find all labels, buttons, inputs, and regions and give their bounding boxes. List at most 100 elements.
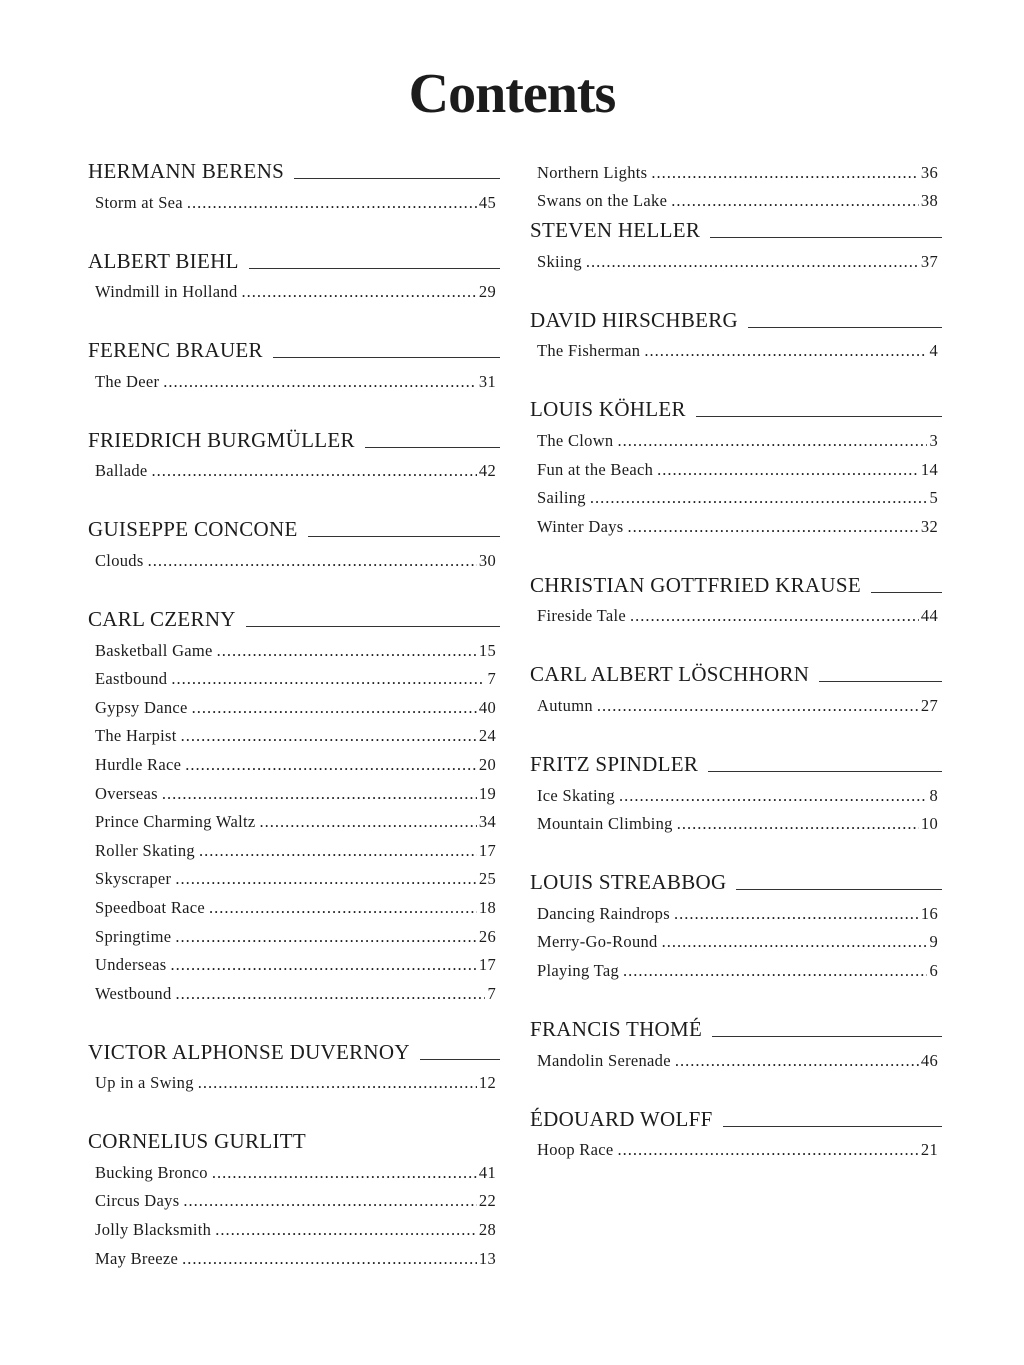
toc-entry[interactable]: Prince Charming Waltz...................… bbox=[88, 804, 500, 833]
page-number: 26 bbox=[478, 926, 496, 946]
page-number: 45 bbox=[478, 192, 496, 212]
page-number: 9 bbox=[929, 932, 938, 952]
piece-title: Roller Skating bbox=[95, 840, 195, 860]
toc-entry[interactable]: Roller Skating..........................… bbox=[88, 832, 500, 861]
composer-section: FRIEDRICH BURGMÜLLER Ballade.............… bbox=[88, 423, 500, 482]
page-number: 40 bbox=[478, 697, 496, 717]
toc-entry[interactable]: Autumn..................................… bbox=[530, 687, 942, 716]
dot-leader: ........................................… bbox=[161, 783, 477, 803]
page-number: 41 bbox=[478, 1162, 496, 1182]
toc-entry[interactable]: Ballade.................................… bbox=[88, 453, 500, 482]
toc-entry[interactable]: Gypsy Dance.............................… bbox=[88, 689, 500, 718]
page-number: 8 bbox=[929, 785, 938, 805]
piece-title: Bucking Bronco bbox=[95, 1162, 208, 1182]
composer-name: LOUIS KÖHLER bbox=[530, 397, 686, 422]
piece-title: Sailing bbox=[537, 488, 586, 508]
toc-entry[interactable]: Jolly Blacksmith........................… bbox=[88, 1211, 500, 1240]
dot-leader: ........................................… bbox=[197, 1073, 477, 1093]
piece-title: Northern Lights bbox=[537, 162, 648, 182]
dot-leader: ........................................… bbox=[163, 371, 477, 391]
toc-entry[interactable]: May Breeze..............................… bbox=[88, 1240, 500, 1269]
composer-section: GUISEPPE CONCONE Clouds..................… bbox=[88, 512, 500, 571]
composer-section: CARL CZERNY Basketball Game..............… bbox=[88, 602, 500, 1004]
page-number: 30 bbox=[478, 550, 496, 570]
toc-entry[interactable]: Windmill in Holland.....................… bbox=[88, 274, 500, 303]
dot-leader: ........................................… bbox=[676, 814, 919, 834]
piece-title: May Breeze bbox=[95, 1248, 179, 1268]
toc-entry[interactable]: Mandolin Serenade.......................… bbox=[530, 1042, 942, 1071]
piece-title: Hoop Race bbox=[537, 1140, 614, 1160]
toc-entry[interactable]: Bucking Bronco..........................… bbox=[88, 1154, 500, 1183]
dot-leader: ........................................… bbox=[175, 869, 477, 889]
toc-entry[interactable]: The Clown...............................… bbox=[530, 422, 942, 451]
toc-entry[interactable]: Hoop Race...............................… bbox=[530, 1132, 942, 1161]
composer-heading: STEVEN HELLER bbox=[530, 213, 942, 243]
piece-title: Fun at the Beach bbox=[537, 459, 654, 479]
composer-name: FRITZ SPINDLER bbox=[530, 751, 699, 776]
piece-title: The Clown bbox=[537, 430, 614, 450]
heading-rule bbox=[245, 625, 500, 627]
dot-leader: ........................................… bbox=[589, 488, 928, 508]
page-number: 25 bbox=[478, 869, 496, 889]
toc-entry[interactable]: Skyscraper..............................… bbox=[88, 861, 500, 890]
toc-entry[interactable]: Hurdle Race.............................… bbox=[88, 746, 500, 775]
toc-entry[interactable]: Northern Lights.........................… bbox=[530, 154, 942, 183]
toc-entry[interactable]: Merry-Go-Round..........................… bbox=[530, 924, 942, 953]
toc-entry[interactable]: Underseas...............................… bbox=[88, 947, 500, 976]
page-number: 22 bbox=[478, 1191, 496, 1211]
composer-name: CORNELIUS GURLITT bbox=[88, 1129, 307, 1154]
toc-entry[interactable]: Swans on the Lake.......................… bbox=[530, 183, 942, 212]
toc-entry[interactable]: The Deer................................… bbox=[88, 363, 500, 392]
composer-heading: ÉDOUARD WOLFF bbox=[530, 1102, 942, 1132]
toc-entry[interactable]: Skiing..................................… bbox=[530, 243, 942, 272]
dot-leader: ........................................… bbox=[186, 192, 477, 212]
page-number: 38 bbox=[920, 191, 938, 211]
toc-entry[interactable]: Fireside Tale...........................… bbox=[530, 598, 942, 627]
toc-entry[interactable]: Sailing.................................… bbox=[530, 480, 942, 509]
piece-title: Storm at Sea bbox=[95, 192, 183, 212]
toc-entry[interactable]: Ice Skating.............................… bbox=[530, 777, 942, 806]
heading-rule bbox=[712, 1035, 942, 1037]
toc-entry[interactable]: Fun at the Beach........................… bbox=[530, 451, 942, 480]
toc-entry[interactable]: Storm at Sea............................… bbox=[88, 184, 500, 213]
toc-entry[interactable]: Winter Days.............................… bbox=[530, 508, 942, 537]
composer-name: ALBERT BIEHL bbox=[88, 248, 239, 273]
composer-section: LOUIS STREABBOG Dancing Raindrops........… bbox=[530, 865, 942, 981]
toc-entry[interactable]: Mountain Climbing.......................… bbox=[530, 806, 942, 835]
dot-leader: ........................................… bbox=[623, 960, 927, 980]
heading-rule bbox=[736, 889, 942, 891]
composer-section: FERENC BRAUER The Deer...................… bbox=[88, 333, 500, 392]
toc-entry[interactable]: Eastbound...............................… bbox=[88, 661, 500, 690]
toc-entry[interactable]: Springtime..............................… bbox=[88, 918, 500, 947]
dot-leader: ........................................… bbox=[259, 812, 477, 832]
toc-entry[interactable]: The Fisherman...........................… bbox=[530, 333, 942, 362]
page-number: 13 bbox=[478, 1248, 496, 1268]
composer-name: CHRISTIAN GOTTFRIED KRAUSE bbox=[530, 572, 861, 597]
toc-entry[interactable]: Clouds..................................… bbox=[88, 542, 500, 571]
toc-entry[interactable]: Up in a Swing...........................… bbox=[88, 1065, 500, 1094]
dot-leader: ........................................… bbox=[671, 191, 919, 211]
dot-leader: ........................................… bbox=[215, 1220, 477, 1240]
page-number: 5 bbox=[929, 488, 938, 508]
composer-section: CHRISTIAN GOTTFRIED KRAUSE Fireside Tale.… bbox=[530, 568, 942, 627]
heading-rule bbox=[248, 267, 500, 269]
dot-leader: ........................................… bbox=[630, 606, 919, 626]
toc-entry[interactable]: The Harpist.............................… bbox=[88, 718, 500, 747]
composer-section: FRITZ SPINDLER Ice Skating...............… bbox=[530, 747, 942, 834]
composer-section: ÉDOUARD WOLFF Hoop Race..................… bbox=[530, 1102, 942, 1161]
piece-title: Skyscraper bbox=[95, 869, 172, 889]
piece-title: Eastbound bbox=[95, 669, 168, 689]
composer-name: FERENC BRAUER bbox=[88, 338, 263, 363]
dot-leader: ........................................… bbox=[651, 162, 919, 182]
toc-entry[interactable]: Overseas................................… bbox=[88, 775, 500, 804]
piece-title: Westbound bbox=[95, 983, 172, 1003]
toc-entry[interactable]: Playing Tag.............................… bbox=[530, 952, 942, 981]
toc-entry[interactable]: Circus Days.............................… bbox=[88, 1183, 500, 1212]
toc-entry[interactable]: Basketball Game.........................… bbox=[88, 632, 500, 661]
toc-entry[interactable]: Dancing Raindrops.......................… bbox=[530, 895, 942, 924]
composer-name: CARL CZERNY bbox=[88, 606, 236, 631]
page-number: 29 bbox=[478, 282, 496, 302]
toc-entry[interactable]: Speedboat Race..........................… bbox=[88, 889, 500, 918]
toc-entry[interactable]: Westbound...............................… bbox=[88, 975, 500, 1004]
page-number: 32 bbox=[920, 516, 938, 536]
